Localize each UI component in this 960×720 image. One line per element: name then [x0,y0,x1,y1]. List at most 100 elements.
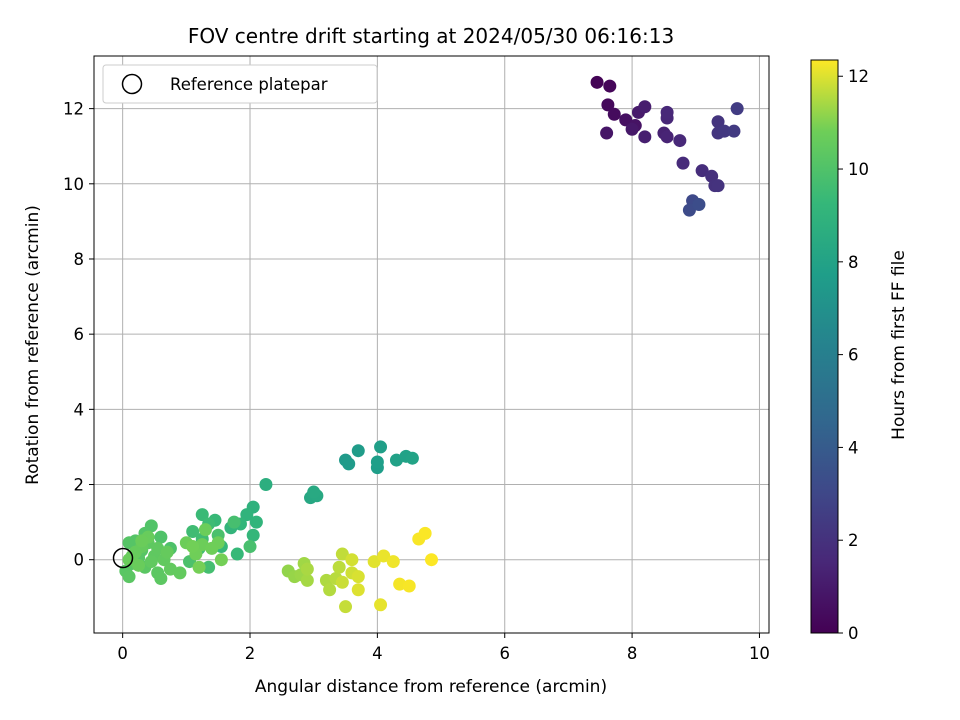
data-point [122,553,136,567]
data-point [374,440,388,454]
chart-title: FOV centre drift starting at 2024/05/30 … [188,24,674,48]
data-point [607,107,621,121]
y-axis-label: Rotation from reference (arcmin) [23,205,43,485]
data-point [717,124,731,138]
data-point [154,530,168,544]
grid-lines [94,56,769,633]
data-point [370,455,384,469]
legend: Reference platepar [102,64,378,104]
data-point [619,113,633,127]
x-tick-label: 2 [245,644,256,663]
colorbar-tick-label: 0 [848,624,859,643]
data-point [122,536,136,550]
data-point [342,457,356,471]
colorbar-ticks: 0 2 4 6 8 10 12 [838,67,869,643]
data-point [195,508,209,522]
data-point [600,126,614,140]
colorbar-tick-label: 2 [848,531,859,550]
data-point [186,540,200,554]
data-point [192,560,206,574]
data-point [249,515,263,529]
data-point [214,553,228,567]
data-point [603,79,617,93]
data-point [590,75,604,89]
x-tick-label: 10 [749,644,770,663]
legend-marker [121,73,143,95]
data-point [240,508,254,522]
data-point [259,478,273,492]
data-point [154,571,168,585]
legend-box [102,64,378,104]
data-point [335,575,349,589]
data-point [682,203,696,217]
data-point [351,570,365,584]
data-point [625,122,639,136]
y-tick-label: 12 [63,100,84,119]
data-point [335,547,349,561]
data-point [673,134,687,148]
data-point [300,573,314,587]
colorbar-gradient [810,59,839,634]
data-point [323,583,337,597]
y-tick-label: 10 [63,175,84,194]
data-point [695,164,709,178]
data-point [339,600,353,614]
data-point [676,156,690,170]
data-point [173,566,187,580]
data-point [205,541,219,555]
data-point [660,105,674,119]
colorbar-tick-label: 12 [848,67,869,86]
x-tick-label: 0 [117,644,128,663]
data-point [186,525,200,539]
y-tick-label: 4 [74,400,85,419]
data-point [367,555,381,569]
colorbar-tick-label: 10 [848,160,869,179]
data-point [135,534,149,548]
data-point [300,562,314,576]
data-point [377,549,391,563]
data-point [351,444,365,458]
legend-entry-label: Reference platepar [170,75,328,94]
data-point [144,555,158,569]
colorbar-tick-label: 4 [848,438,859,457]
y-tick-label: 6 [74,325,85,344]
data-point [727,124,741,138]
x-tick-label: 4 [372,644,383,663]
data-point [638,100,652,114]
data-point [230,547,244,561]
data-point [692,197,706,211]
reference-point-marker [112,547,134,569]
x-axis-ticks: 0 2 4 6 8 10 [117,633,770,663]
colorbar-tick-label: 8 [848,253,859,272]
data-point [638,130,652,144]
data-point [730,102,744,116]
data-point [198,523,212,537]
data-point [711,115,725,129]
data-point [246,528,260,542]
data-point [243,540,257,554]
data-point [418,526,432,540]
x-tick-label: 6 [499,644,510,663]
data-point [405,451,419,465]
data-point [351,583,365,597]
y-axis-ticks: 0 2 4 6 8 10 12 [63,100,94,570]
data-point [332,560,346,574]
data-point [425,553,438,567]
data-point [307,485,321,499]
data-point [160,545,174,559]
y-tick-label: 8 [74,250,85,269]
plot-frame [93,55,770,634]
data-point [227,515,241,529]
colorbar-label: Hours from first FF file [889,250,909,440]
data-point [601,98,615,112]
colorbar: 0 2 4 6 8 10 12 Hours from first FF file [810,59,909,643]
x-tick-label: 8 [627,644,638,663]
y-tick-label: 0 [74,551,85,570]
data-point [402,579,416,593]
data-point [132,558,146,572]
data-point [660,130,674,144]
x-axis-label: Angular distance from reference (arcmin) [255,677,607,697]
data-point [386,555,400,569]
colorbar-tick-label: 6 [848,346,859,365]
